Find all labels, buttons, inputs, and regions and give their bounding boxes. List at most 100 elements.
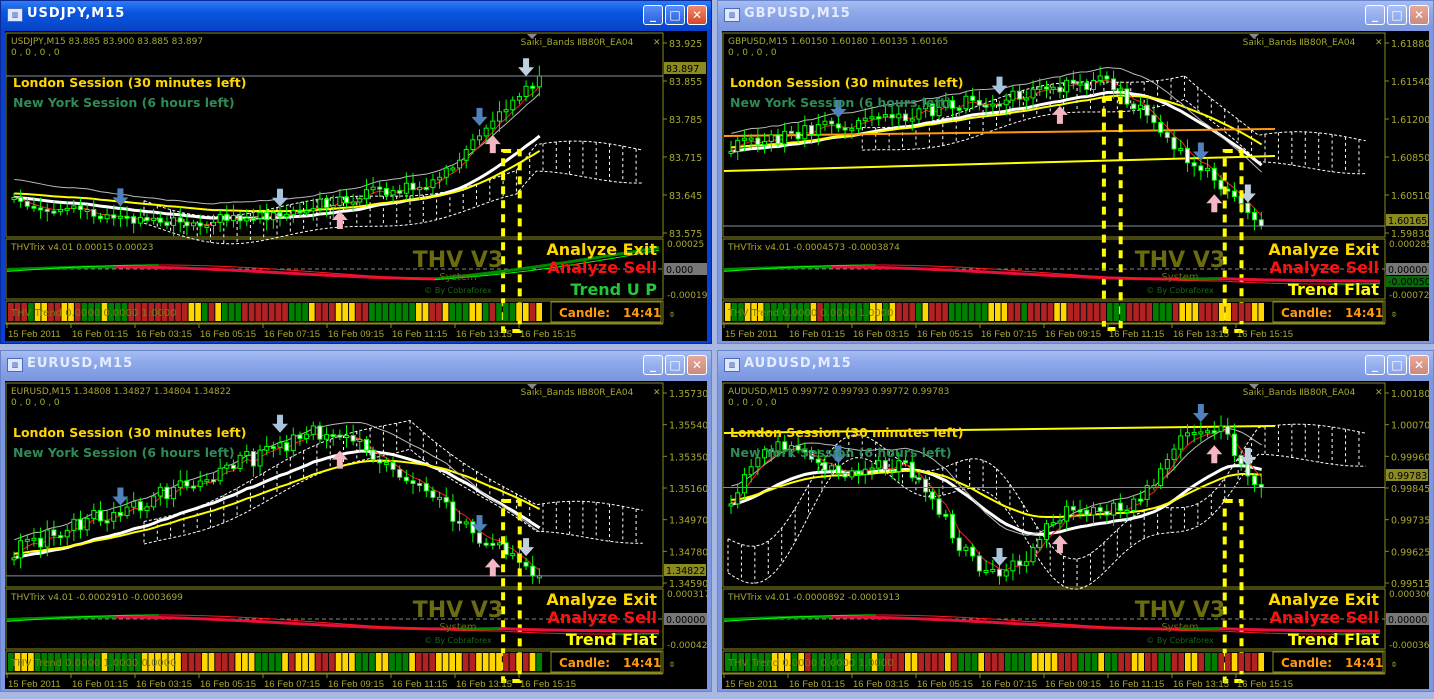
candle-body <box>324 198 330 208</box>
maximize-button[interactable]: □ <box>665 355 685 375</box>
candle-body <box>11 557 17 561</box>
chart-window-gbpusd[interactable]: ▥ GBPUSD,M15 _ □ ✕ GBPUSD,M15 1.60150 1.… <box>717 0 1434 344</box>
chart-canvas[interactable]: USDJPY,M15 83.885 83.900 83.885 83.8970 … <box>5 31 708 341</box>
trix-main-line <box>610 257 616 260</box>
candle-body <box>264 446 270 451</box>
trend-bar <box>938 653 944 671</box>
title-bar[interactable]: ▥ GBPUSD,M15 _ □ ✕ <box>718 1 1433 29</box>
maximize-button[interactable]: □ <box>1387 5 1407 25</box>
trend-bar <box>502 303 509 321</box>
maximize-button[interactable]: □ <box>1387 355 1407 375</box>
trix-signal-line <box>534 264 540 269</box>
chart-area[interactable]: AUDUSD,M15 0.99772 0.99793 0.99772 0.997… <box>722 381 1432 690</box>
candle-body <box>317 425 323 440</box>
trend-bar <box>282 653 288 671</box>
newyork-session-label: New York Session (6 hours left) <box>730 445 952 460</box>
candle-body <box>1158 468 1164 487</box>
chart-shift-marker-icon[interactable] <box>527 384 537 389</box>
chart-shift-marker-icon[interactable] <box>1249 384 1259 389</box>
candle-timer-value: 14:41 <box>623 306 661 320</box>
candle-body <box>144 216 150 221</box>
trend-bar <box>228 303 235 321</box>
chart-canvas[interactable]: EURUSD,M15 1.34808 1.34827 1.34804 1.348… <box>5 381 710 690</box>
trend-bar <box>88 653 94 671</box>
trix-tick-label: -0.00036 <box>1389 641 1429 651</box>
trend-bar <box>1199 303 1205 321</box>
trix-main-line <box>582 262 588 264</box>
candle-body <box>728 503 734 507</box>
chart-shift-marker-icon[interactable] <box>527 34 537 39</box>
time-axis-label: 16 Feb 13:15 <box>456 329 512 340</box>
buy-arrow-icon <box>331 210 348 229</box>
candle-body <box>31 205 37 209</box>
title-bar[interactable]: ▥ EURUSD,M15 _ □ ✕ <box>1 351 711 379</box>
chart-window-eurusd[interactable]: ▥ EURUSD,M15 _ □ ✕ EURUSD,M15 1.34808 1.… <box>0 350 712 692</box>
title-bar[interactable]: ▥ AUDUSD,M15 _ □ ✕ <box>718 351 1433 379</box>
indicator-name-label: Saiki_Bands ⅡB80R_EA04 <box>521 38 634 48</box>
candle-body <box>1178 147 1184 151</box>
minimize-button[interactable]: _ <box>1365 5 1385 25</box>
chart-area[interactable]: EURUSD,M15 1.34808 1.34827 1.34804 1.348… <box>5 381 710 690</box>
trend-bar <box>878 653 884 671</box>
trend-bar <box>302 653 308 671</box>
trix-signal-line <box>510 268 516 272</box>
candle-body <box>510 553 516 557</box>
candle-body <box>31 537 37 541</box>
trend-bar <box>771 653 778 671</box>
trix-main-line <box>546 267 552 269</box>
trend-bar <box>242 653 248 671</box>
candle-body <box>204 224 210 228</box>
candle-body <box>171 217 177 226</box>
close-button[interactable]: ✕ <box>1409 355 1429 375</box>
candle-body <box>91 208 97 217</box>
trend-bar <box>856 303 863 321</box>
chart-canvas[interactable]: GBPUSD,M15 1.60150 1.60180 1.60135 1.601… <box>722 31 1432 341</box>
candle-body <box>137 501 143 511</box>
chart-window-audusd[interactable]: ▥ AUDUSD,M15 _ □ ✕ AUDUSD,M15 0.99772 0.… <box>717 350 1434 692</box>
current-price-tag <box>1386 214 1428 226</box>
trix-zero-tag <box>664 263 707 275</box>
close-button[interactable]: ✕ <box>687 5 707 25</box>
buy-arrow-icon <box>1206 194 1223 213</box>
thv-trend-panel <box>5 300 664 324</box>
candle-body <box>284 442 290 452</box>
trend-bar <box>349 303 355 321</box>
chart-area[interactable]: GBPUSD,M15 1.60150 1.60180 1.60135 1.601… <box>722 31 1432 341</box>
chart-area[interactable]: USDJPY,M15 83.885 83.900 83.885 83.897 0 … <box>5 31 708 341</box>
trend-bar <box>222 303 228 321</box>
chart-window-usdjpy[interactable]: ▥ USDJPY,M15 _ □ ✕ USDJPY,M15 83.885 83.… <box>0 0 712 344</box>
trend-bar <box>48 653 54 671</box>
minimize-button[interactable]: _ <box>643 5 663 25</box>
thv-trend-readout: THV Trend 0.0000 0.0000 1.0000 <box>727 308 894 319</box>
time-axis-label: 16 Feb 07:15 <box>981 679 1037 689</box>
yellow-level-line <box>723 155 1276 172</box>
chart-canvas[interactable]: AUDUSD,M15 0.99772 0.99793 0.99772 0.997… <box>722 381 1432 690</box>
candle-body <box>51 529 57 537</box>
close-button[interactable]: ✕ <box>687 355 707 375</box>
trend-scale-icon: ⌽ <box>669 659 675 670</box>
minimize-button[interactable]: _ <box>643 355 663 375</box>
chart-window-icon: ▥ <box>724 8 740 22</box>
candle-body <box>1117 88 1123 92</box>
indicator-name-label: Saiki_Bands ⅡB80R_EA04 <box>1243 38 1356 48</box>
candle-body <box>151 217 157 221</box>
candle-body <box>503 542 509 556</box>
candle-body <box>1131 498 1137 512</box>
yellow-level-line <box>723 425 1276 434</box>
trix-signal-line <box>526 265 532 270</box>
trend-bar <box>1139 303 1146 321</box>
minimize-button[interactable]: _ <box>1365 355 1385 375</box>
maximize-button[interactable]: □ <box>665 5 685 25</box>
title-bar[interactable]: ▥ USDJPY,M15 _ □ ✕ <box>1 1 711 29</box>
trend-bar <box>1011 653 1018 671</box>
trend-bar <box>1218 653 1224 671</box>
candle-body <box>224 464 230 469</box>
chart-window-icon: ▥ <box>7 358 23 372</box>
trix-signal-line <box>618 251 624 256</box>
close-button[interactable]: ✕ <box>1409 5 1429 25</box>
trend-bar <box>757 303 764 321</box>
candle-body <box>923 478 929 493</box>
time-axis-label: 16 Feb 05:15 <box>917 679 973 689</box>
trix-signal-line <box>626 250 632 255</box>
chart-shift-marker-icon[interactable] <box>1249 34 1259 39</box>
